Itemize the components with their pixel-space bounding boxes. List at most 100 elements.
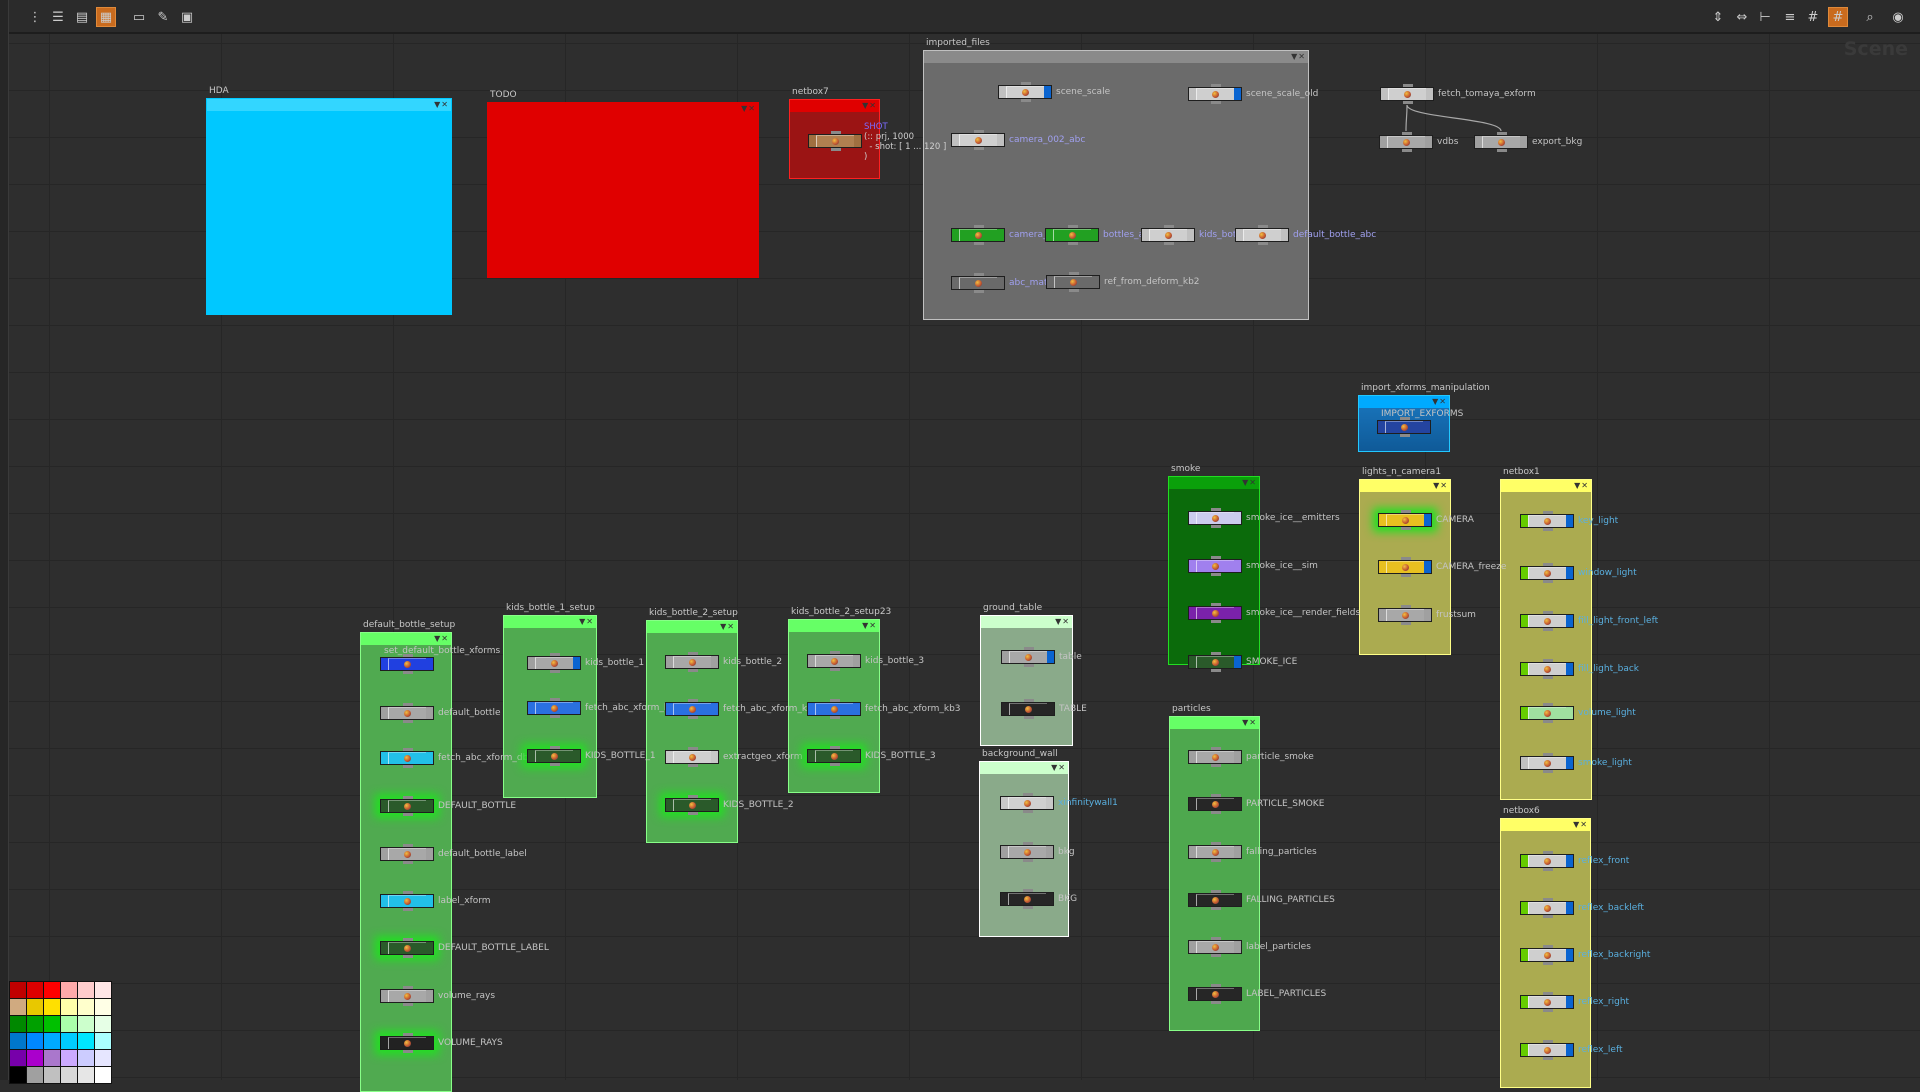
display-flag[interactable] bbox=[426, 707, 433, 719]
display-flag[interactable] bbox=[711, 799, 718, 811]
grid-snap-icon[interactable]: # bbox=[1803, 7, 1823, 27]
close-icon[interactable]: ✕ bbox=[441, 100, 449, 109]
box-header[interactable]: ▼✕ bbox=[1501, 480, 1591, 492]
bypass-flag[interactable] bbox=[808, 703, 815, 715]
node-ref-from-deform-kb2[interactable] bbox=[1046, 275, 1100, 289]
node-reflex-right[interactable] bbox=[1520, 995, 1574, 1009]
palette-swatch[interactable] bbox=[27, 1016, 43, 1032]
bypass-flag[interactable] bbox=[1521, 567, 1528, 579]
bypass-flag[interactable] bbox=[1002, 651, 1009, 663]
node-particle-smoke[interactable] bbox=[1188, 750, 1242, 764]
display-flag[interactable] bbox=[1091, 229, 1098, 241]
node-falling-particles[interactable] bbox=[1188, 893, 1242, 907]
bypass-flag[interactable] bbox=[952, 134, 959, 146]
node-bottles-abc[interactable] bbox=[1045, 228, 1099, 242]
bypass-flag[interactable] bbox=[381, 1037, 388, 1049]
close-icon[interactable]: ✕ bbox=[1058, 763, 1066, 772]
node-kids-bottle-3[interactable] bbox=[807, 654, 861, 668]
box-header[interactable]: ▼✕ bbox=[488, 103, 758, 115]
box-header[interactable]: ▼✕ bbox=[789, 620, 879, 632]
bypass-flag[interactable] bbox=[1521, 615, 1528, 627]
display-flag[interactable] bbox=[997, 277, 1004, 289]
bypass-flag[interactable] bbox=[809, 135, 816, 147]
palette-swatch[interactable] bbox=[95, 999, 111, 1015]
display-flag[interactable] bbox=[1046, 893, 1053, 905]
bypass-flag[interactable] bbox=[381, 895, 388, 907]
tree-view-icon[interactable]: ⋮ bbox=[25, 7, 45, 27]
node-smoke-ice-render-fields[interactable] bbox=[1188, 606, 1242, 620]
node-default-bottle-label[interactable] bbox=[380, 941, 434, 955]
display-flag[interactable] bbox=[426, 1037, 433, 1049]
close-icon[interactable]: ✕ bbox=[1062, 617, 1070, 626]
close-icon[interactable]: ✕ bbox=[1439, 397, 1447, 406]
display-flag[interactable] bbox=[426, 752, 433, 764]
close-icon[interactable]: ✕ bbox=[1580, 820, 1588, 829]
node-fetch-abc-xform-kb3[interactable] bbox=[807, 702, 861, 716]
bypass-flag[interactable] bbox=[1189, 894, 1196, 906]
bypass-flag[interactable] bbox=[1047, 276, 1054, 288]
display-flag[interactable] bbox=[1566, 996, 1573, 1008]
bypass-flag[interactable] bbox=[1189, 798, 1196, 810]
close-icon[interactable]: ✕ bbox=[1298, 52, 1306, 61]
node-reflex-front[interactable] bbox=[1520, 854, 1574, 868]
node-xinfinitywall1[interactable] bbox=[1000, 796, 1054, 810]
display-flag[interactable] bbox=[1423, 421, 1430, 433]
palette-swatch[interactable] bbox=[61, 1016, 77, 1032]
palette-swatch[interactable] bbox=[95, 1033, 111, 1049]
display-flag[interactable] bbox=[426, 942, 433, 954]
node-reflex-left[interactable] bbox=[1520, 1043, 1574, 1057]
sticky-note-icon[interactable]: ✎ bbox=[153, 7, 173, 27]
palette-swatch[interactable] bbox=[44, 1033, 60, 1049]
close-icon[interactable]: ✕ bbox=[586, 617, 594, 626]
node-default-bottle-label[interactable] bbox=[380, 847, 434, 861]
display-flag[interactable] bbox=[426, 800, 433, 812]
bypass-flag[interactable] bbox=[1379, 561, 1386, 573]
display-flag[interactable] bbox=[1047, 651, 1054, 663]
display-flag[interactable] bbox=[1566, 615, 1573, 627]
display-flag[interactable] bbox=[1234, 988, 1241, 1000]
close-icon[interactable]: ✕ bbox=[1581, 481, 1589, 490]
node-window-light[interactable] bbox=[1520, 566, 1574, 580]
node-label-xform[interactable] bbox=[380, 894, 434, 908]
node-smoke-ice-sim[interactable] bbox=[1188, 559, 1242, 573]
eye-icon[interactable]: ◉ bbox=[1888, 7, 1908, 27]
display-flag[interactable] bbox=[1566, 757, 1573, 769]
bypass-flag[interactable] bbox=[1046, 229, 1053, 241]
palette-swatch[interactable] bbox=[95, 1050, 111, 1066]
display-flag[interactable] bbox=[1425, 136, 1432, 148]
node-particle-smoke[interactable] bbox=[1188, 797, 1242, 811]
network-box-todo[interactable]: ▼✕TODO bbox=[487, 102, 759, 278]
node-falling-particles[interactable] bbox=[1188, 845, 1242, 859]
color-palette-icon[interactable]: ▦ bbox=[96, 7, 116, 27]
node-key-light[interactable] bbox=[1520, 514, 1574, 528]
display-flag[interactable] bbox=[1426, 88, 1433, 100]
bypass-flag[interactable] bbox=[1189, 751, 1196, 763]
palette-swatch[interactable] bbox=[61, 982, 77, 998]
node-camera[interactable] bbox=[1378, 513, 1432, 527]
display-flag[interactable] bbox=[853, 703, 860, 715]
node-null[interactable] bbox=[808, 134, 862, 148]
display-flag[interactable] bbox=[1566, 949, 1573, 961]
box-header[interactable]: ▼✕ bbox=[981, 616, 1072, 628]
display-flag[interactable] bbox=[573, 657, 580, 669]
node-frustsum[interactable] bbox=[1378, 608, 1432, 622]
palette-swatch[interactable] bbox=[95, 982, 111, 998]
box-header[interactable]: ▼✕ bbox=[1360, 480, 1450, 492]
display-flag[interactable] bbox=[426, 658, 433, 670]
bypass-flag[interactable] bbox=[808, 655, 815, 667]
bypass-flag[interactable] bbox=[1189, 941, 1196, 953]
bypass-flag[interactable] bbox=[808, 750, 815, 762]
palette-swatch[interactable] bbox=[61, 1067, 77, 1083]
bypass-flag[interactable] bbox=[1521, 663, 1528, 675]
display-flag[interactable] bbox=[711, 703, 718, 715]
display-flag[interactable] bbox=[1234, 846, 1241, 858]
node-fetch-tomaya-exform[interactable] bbox=[1380, 87, 1434, 101]
palette-swatch[interactable] bbox=[78, 1033, 94, 1049]
palette-swatch[interactable] bbox=[27, 1033, 43, 1049]
display-flag[interactable] bbox=[1234, 88, 1241, 100]
box-header[interactable]: ▼✕ bbox=[1170, 717, 1259, 729]
node-table[interactable] bbox=[1001, 650, 1055, 664]
display-flag[interactable] bbox=[1234, 607, 1241, 619]
node-extractgeo-xform[interactable] bbox=[665, 750, 719, 764]
node-default-bottle-abc[interactable] bbox=[1235, 228, 1289, 242]
